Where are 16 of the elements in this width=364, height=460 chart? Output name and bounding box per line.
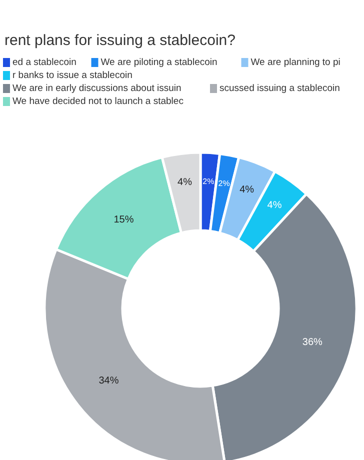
data-label: 34%	[98, 376, 119, 387]
legend-label: We are in early discussions about issuin	[12, 83, 182, 94]
legend-label: We have decided not to launch a stablec	[12, 96, 184, 107]
data-label: 4%	[178, 176, 192, 188]
data-label: 36%	[302, 337, 323, 348]
data-label: 2%	[218, 179, 230, 188]
data-label: 2%	[202, 177, 214, 186]
legend-label: We are planning to pi	[250, 57, 340, 68]
legend-label: ed a stablecoin	[12, 57, 76, 68]
legend-label: scussed issuing a stablecoin	[220, 83, 340, 94]
legend-label: We are piloting a stablecoin	[100, 57, 218, 68]
data-label: 4%	[240, 184, 254, 196]
legend-label: r banks to issue a stablecoin	[12, 70, 132, 81]
data-label: 15%	[114, 214, 134, 226]
data-label: 4%	[267, 200, 282, 211]
chart-title: rent plans for issuing a stablecoin?	[4, 32, 236, 49]
